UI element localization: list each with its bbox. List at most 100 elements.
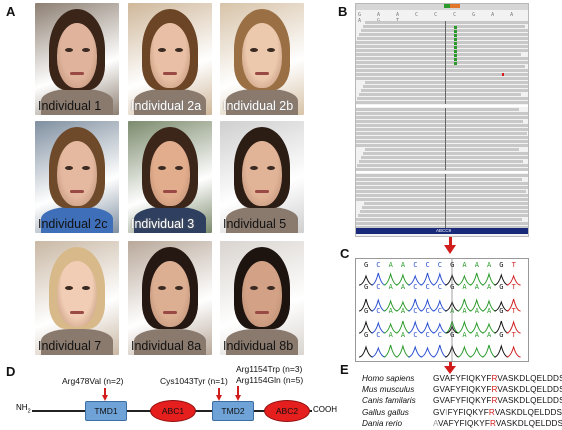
- photo-shoulders: [134, 329, 206, 355]
- alignment-residue: Q: [465, 407, 473, 417]
- alignment-residue: F: [483, 407, 489, 417]
- alignment-residue: D: [553, 374, 560, 383]
- photo-mouth: [255, 190, 269, 194]
- alignment-residue: V: [497, 374, 503, 383]
- igv-read: [364, 202, 528, 205]
- alignment-residue: D: [519, 385, 526, 395]
- chromatogram-peak: [358, 274, 374, 286]
- alignment-residue: F: [460, 374, 467, 383]
- chromatogram-base-call: G: [364, 261, 368, 269]
- igv-read: [356, 53, 521, 56]
- igv-read: [357, 164, 528, 167]
- photo-eye: [250, 165, 258, 170]
- alignment-residue: R: [491, 385, 498, 395]
- patient-photo: Individual 1: [35, 3, 119, 115]
- tmd2-domain: TMD2: [212, 401, 254, 421]
- alignment-residue: G: [433, 407, 440, 417]
- igv-read: [361, 156, 528, 159]
- chromatogram-peak: [420, 321, 435, 334]
- photo-mouth: [163, 72, 177, 76]
- photo-shoulders: [134, 207, 206, 233]
- igv-read: [356, 112, 528, 115]
- alignment-residue: Q: [468, 396, 476, 406]
- alignment-residue: A: [444, 374, 451, 383]
- chromatogram-base-call: C: [438, 331, 442, 339]
- alignment-residue: L: [542, 385, 547, 395]
- alignment-residue: Y: [455, 385, 461, 395]
- chromatogram-base-call: T: [512, 331, 517, 339]
- alignment-residue: Y: [453, 418, 460, 428]
- alignment-residue: K: [475, 396, 481, 406]
- photo-mouth: [70, 311, 84, 315]
- chromatogram-base-call: G: [499, 261, 503, 269]
- photo-shoulders: [41, 89, 113, 115]
- alignment-species: Homo sapiens: [362, 374, 415, 383]
- chromatogram-peak: [358, 320, 374, 334]
- igv-variant-coverage-marker-green: [444, 4, 450, 8]
- igv-reference-sequence: G A A C C C G A A A G T: [358, 12, 520, 24]
- chromatogram-base-call: G: [364, 283, 368, 291]
- igv-read: [356, 190, 526, 193]
- alignment-residue: Q: [530, 385, 537, 395]
- patient-photo: Individual 2b: [220, 3, 304, 115]
- alignment-residue: E: [536, 385, 543, 395]
- chromatogram-peak: [506, 320, 521, 334]
- chromatogram-peak: [395, 320, 410, 334]
- alignment-residue: F: [447, 407, 453, 417]
- alignment-species: Gallus gallus: [362, 407, 409, 417]
- igv-read: [361, 29, 528, 32]
- photo-caption: Individual 3: [131, 217, 195, 231]
- chromatogram-base-call: A: [401, 307, 406, 315]
- igv-read: [356, 182, 528, 185]
- chromatogram-peak: [469, 272, 484, 286]
- chromatogram-base-call: C: [376, 331, 380, 339]
- chromatogram-peak: [395, 344, 410, 358]
- chromatogram-peak: [432, 344, 447, 358]
- igv-read: [356, 218, 522, 221]
- chromatogram-base-call: A: [487, 283, 492, 291]
- igv-read: [356, 65, 525, 68]
- mutation-arrow-arg1154: [237, 386, 239, 396]
- alignment-residue: L: [540, 418, 546, 428]
- photo-caption: Individual 2b: [223, 99, 294, 113]
- alignment-residue: L: [525, 396, 531, 406]
- chromatogram-base-call: C: [376, 283, 380, 291]
- igv-read: [356, 178, 522, 181]
- chromatogram-peak: [481, 299, 497, 312]
- alignment-residue: A: [433, 418, 439, 428]
- photo-eye: [267, 286, 275, 291]
- alignment-residue: Q: [527, 407, 535, 417]
- igv-read: [356, 116, 528, 119]
- photo-eye: [250, 286, 258, 291]
- chromatogram-base-call: C: [376, 261, 380, 269]
- chromatogram-peak: [469, 346, 484, 358]
- alignment-residue: L: [542, 396, 547, 406]
- alignment-residue: S: [508, 374, 514, 383]
- chromatogram-variant-arrow-head: [444, 366, 456, 374]
- alignment-residue: F: [450, 374, 456, 383]
- alignment-residue: D: [546, 385, 554, 395]
- alignment-residue: K: [513, 396, 520, 406]
- c-terminus-label: COOH: [313, 405, 337, 414]
- n-terminus-subscript: 2: [27, 408, 31, 415]
- igv-variant-coverage-marker: [444, 4, 460, 8]
- photo-eye: [82, 165, 90, 170]
- igv-read: [356, 120, 523, 123]
- alignment-residue: S: [506, 418, 513, 428]
- igv-alignment-view: G A A C C C G A A A G T ABCC9: [355, 3, 529, 237]
- photo-mouth: [70, 190, 84, 194]
- alignment-residue: D: [550, 407, 557, 417]
- chromatogram-peak: [383, 272, 398, 286]
- alignment-residue: D: [546, 374, 554, 383]
- mutation-label-arg1154trp: Arg1154Trp (n=3): [236, 364, 303, 374]
- chromatogram-base-call: C: [426, 307, 430, 315]
- alignment-residue: D: [516, 407, 523, 417]
- alignment-residue: V: [439, 407, 446, 417]
- igv-read: [356, 174, 528, 177]
- igv-read: [361, 89, 528, 92]
- alignment-residue: F: [484, 418, 490, 428]
- chromatogram-base-call: A: [389, 261, 394, 269]
- igv-track-separator: [356, 171, 528, 173]
- igv-variant-column: [445, 108, 446, 170]
- igv-read: [356, 128, 528, 131]
